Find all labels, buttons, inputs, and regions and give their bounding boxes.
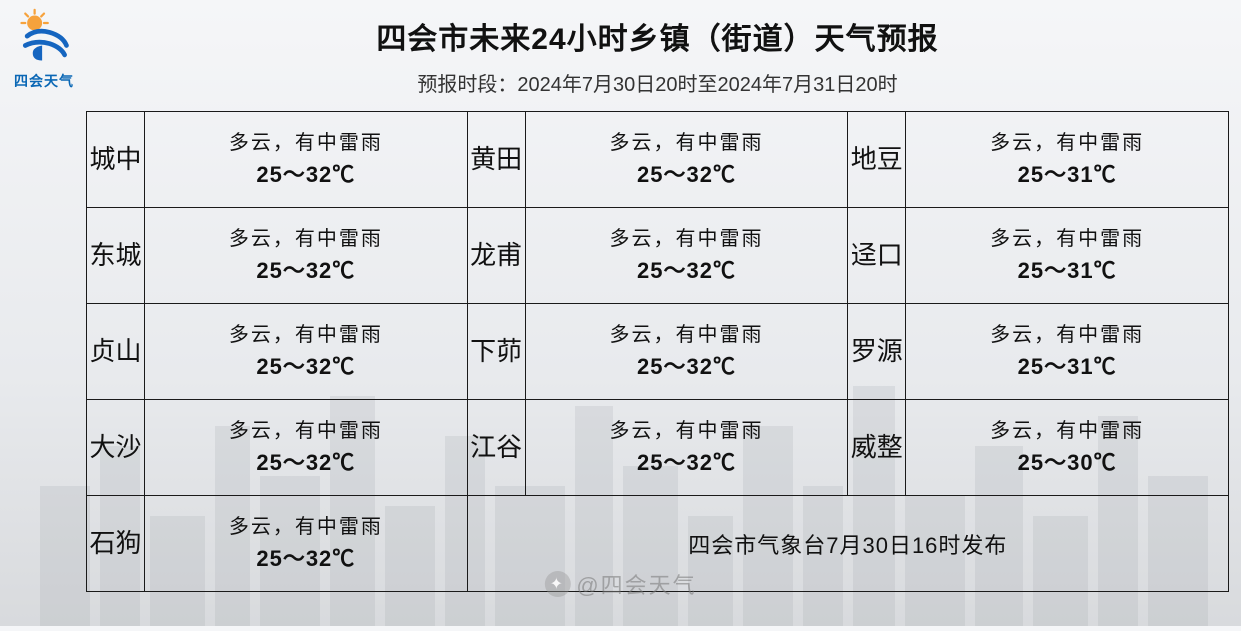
- temperature-text: 25～30℃: [906, 446, 1228, 479]
- condition-text: 多云，有中雷雨: [906, 128, 1228, 158]
- temperature-text: 25～31℃: [906, 350, 1228, 383]
- town-forecast: 多云，有中雷雨 25～32℃: [525, 304, 848, 400]
- town-forecast: 多云，有中雷雨 25～32℃: [145, 112, 468, 208]
- condition-text: 多云，有中雷雨: [906, 416, 1228, 446]
- temperature-text: 25～32℃: [526, 350, 848, 383]
- table-row: 城中 多云，有中雷雨 25～32℃ 黄田 多云，有中雷雨 25～32℃ 地豆 多…: [87, 112, 1229, 208]
- town-forecast: 多云，有中雷雨 25～31℃: [906, 208, 1229, 304]
- temperature-text: 25～32℃: [145, 158, 467, 191]
- town-forecast: 多云，有中雷雨 25～32℃: [145, 304, 468, 400]
- condition-text: 多云，有中雷雨: [526, 320, 848, 350]
- page-title: 四会市未来24小时乡镇（街道）天气预报: [86, 10, 1229, 58]
- temperature-text: 25～32℃: [526, 446, 848, 479]
- town-forecast: 多云，有中雷雨 25～32℃: [145, 400, 468, 496]
- condition-text: 多云，有中雷雨: [906, 224, 1228, 254]
- condition-text: 多云，有中雷雨: [145, 512, 467, 542]
- town-forecast: 多云，有中雷雨 25～31℃: [906, 112, 1229, 208]
- temperature-text: 25～32℃: [145, 446, 467, 479]
- town-forecast: 多云，有中雷雨 25～32℃: [145, 496, 468, 592]
- condition-text: 多云，有中雷雨: [526, 416, 848, 446]
- table-row: 石狗 多云，有中雷雨 25～32℃ 四会市气象台7月30日16时发布: [87, 496, 1229, 592]
- condition-text: 多云，有中雷雨: [145, 224, 467, 254]
- town-forecast: 多云，有中雷雨 25～32℃: [525, 400, 848, 496]
- town-forecast: 多云，有中雷雨 25～32℃: [145, 208, 468, 304]
- logo: 四会天气: [10, 8, 78, 91]
- temperature-text: 25～32℃: [145, 254, 467, 287]
- issuance-footer: 四会市气象台7月30日16时发布: [467, 496, 1228, 592]
- temperature-text: 25～32℃: [145, 350, 467, 383]
- town-name: 石狗: [87, 496, 145, 592]
- logo-text: 四会天气: [10, 71, 78, 91]
- weather-logo-icon: [14, 8, 74, 68]
- condition-text: 多云，有中雷雨: [145, 416, 467, 446]
- town-name: 威整: [848, 400, 906, 496]
- town-forecast: 多云，有中雷雨 25～30℃: [906, 400, 1229, 496]
- town-name: 贞山: [87, 304, 145, 400]
- condition-text: 多云，有中雷雨: [145, 320, 467, 350]
- temperature-text: 25～32℃: [526, 254, 848, 287]
- forecast-period: 预报时段：2024年7月30日20时至2024年7月31日20时: [86, 68, 1229, 97]
- town-name: 黄田: [467, 112, 525, 208]
- table-row: 贞山 多云，有中雷雨 25～32℃ 下茆 多云，有中雷雨 25～32℃ 罗源 多…: [87, 304, 1229, 400]
- temperature-text: 25～32℃: [145, 542, 467, 575]
- town-name: 罗源: [848, 304, 906, 400]
- condition-text: 多云，有中雷雨: [906, 320, 1228, 350]
- temperature-text: 25～31℃: [906, 158, 1228, 191]
- temperature-text: 25～31℃: [906, 254, 1228, 287]
- condition-text: 多云，有中雷雨: [145, 128, 467, 158]
- temperature-text: 25～32℃: [526, 158, 848, 191]
- town-forecast: 多云，有中雷雨 25～32℃: [525, 112, 848, 208]
- town-name: 东城: [87, 208, 145, 304]
- forecast-sheet: 四会市未来24小时乡镇（街道）天气预报 预报时段：2024年7月30日20时至2…: [86, 10, 1229, 614]
- town-name: 大沙: [87, 400, 145, 496]
- condition-text: 多云，有中雷雨: [526, 128, 848, 158]
- town-name: 地豆: [848, 112, 906, 208]
- table-row: 东城 多云，有中雷雨 25～32℃ 龙甫 多云，有中雷雨 25～32℃ 迳口 多…: [87, 208, 1229, 304]
- town-forecast: 多云，有中雷雨 25～31℃: [906, 304, 1229, 400]
- town-name: 城中: [87, 112, 145, 208]
- town-name: 江谷: [467, 400, 525, 496]
- town-name: 龙甫: [467, 208, 525, 304]
- condition-text: 多云，有中雷雨: [526, 224, 848, 254]
- town-name: 迳口: [848, 208, 906, 304]
- town-name: 下茆: [467, 304, 525, 400]
- town-forecast: 多云，有中雷雨 25～32℃: [525, 208, 848, 304]
- table-row: 大沙 多云，有中雷雨 25～32℃ 江谷 多云，有中雷雨 25～32℃ 威整 多…: [87, 400, 1229, 496]
- forecast-table: 城中 多云，有中雷雨 25～32℃ 黄田 多云，有中雷雨 25～32℃ 地豆 多…: [86, 111, 1229, 592]
